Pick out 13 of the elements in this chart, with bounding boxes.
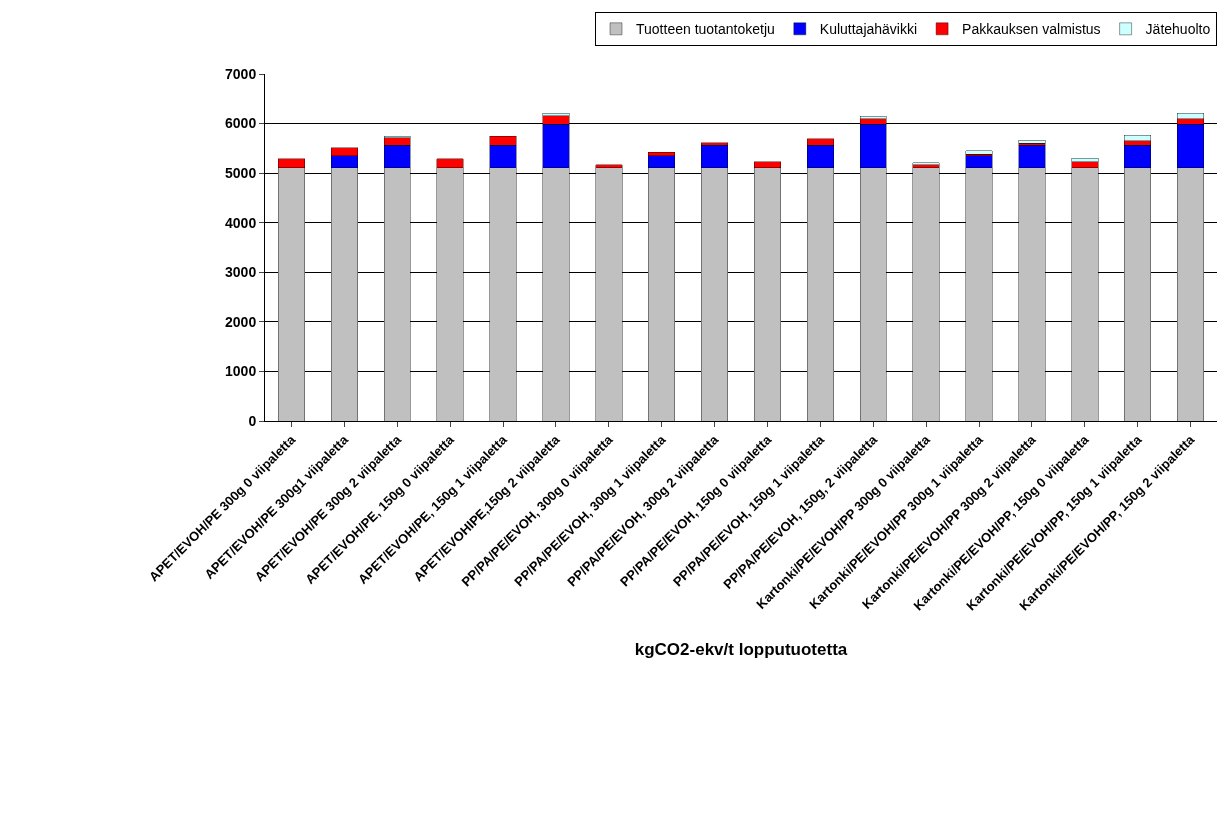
x-axis-title: kgCO2-ekv/t lopputuotetta bbox=[634, 639, 848, 659]
y-tick-label: 4000 bbox=[225, 214, 257, 231]
y-tick-label: 7000 bbox=[225, 65, 257, 82]
y-tick-label: 6000 bbox=[225, 115, 257, 132]
y-tick-label: 2000 bbox=[225, 313, 257, 330]
legend-label: Jätehuolto bbox=[1145, 21, 1211, 38]
y-tick-label: 5000 bbox=[225, 165, 257, 182]
legend-label: Tuotteen tuotantoketju bbox=[636, 21, 775, 38]
legend-label: Pakkauksen valmistus bbox=[962, 21, 1101, 38]
y-tick-label: 0 bbox=[248, 412, 257, 429]
y-tick-label: 3000 bbox=[225, 264, 257, 281]
legend-label: Kuluttajahävikki bbox=[819, 21, 918, 38]
y-tick-label: 1000 bbox=[225, 363, 257, 380]
